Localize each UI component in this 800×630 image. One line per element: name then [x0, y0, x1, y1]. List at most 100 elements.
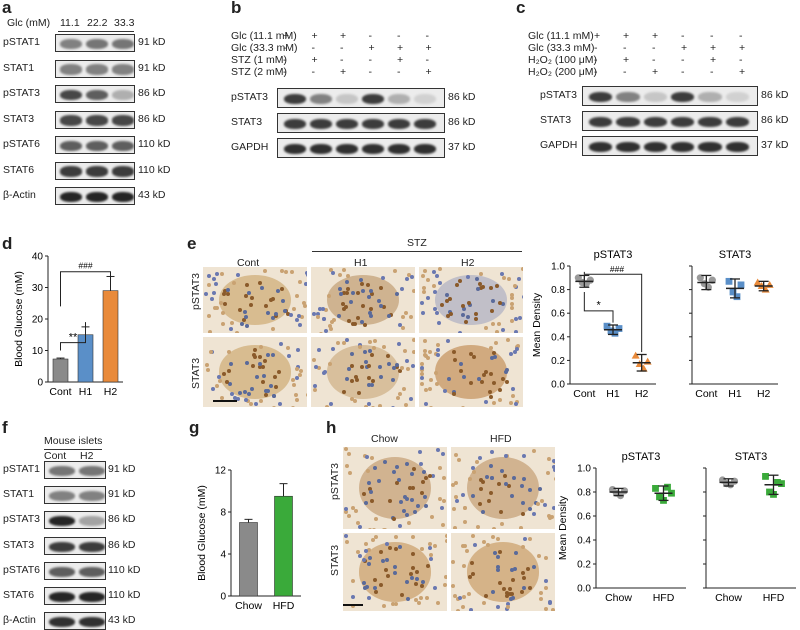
- cell-nucleus: [385, 558, 389, 562]
- cell-nucleus: [313, 388, 317, 392]
- condition-sign: -: [739, 30, 743, 42]
- cell-nucleus: [490, 356, 494, 360]
- cell-nucleus: [521, 512, 525, 516]
- panel-a-glc-value: 33.3: [114, 17, 134, 29]
- cell-nucleus: [400, 366, 404, 370]
- condition-sign: -: [397, 30, 401, 42]
- condition-sign: -: [710, 30, 714, 42]
- cell-nucleus: [331, 271, 335, 275]
- cell-nucleus: [266, 353, 270, 357]
- blot-row-label: GAPDH: [540, 139, 577, 151]
- blot-row-label: pSTAT3: [231, 91, 268, 103]
- cell-nucleus: [403, 495, 407, 499]
- micrograph: [311, 267, 415, 333]
- cell-nucleus: [245, 324, 249, 328]
- blot-band: [49, 491, 75, 501]
- blot-strip: [55, 34, 135, 52]
- cell-nucleus: [393, 269, 397, 273]
- cell-nucleus: [409, 397, 413, 401]
- condition-sign: -: [340, 42, 344, 54]
- blot-band: [388, 119, 410, 129]
- condition-sign: -: [283, 66, 287, 78]
- condition-sign: +: [594, 30, 600, 42]
- cell-nucleus: [289, 313, 293, 317]
- condition-sign: -: [312, 42, 316, 54]
- cell-nucleus: [522, 295, 523, 299]
- cell-nucleus: [478, 502, 482, 506]
- cell-nucleus: [440, 506, 444, 510]
- cell-nucleus: [244, 294, 248, 298]
- cell-nucleus: [360, 282, 364, 286]
- cell-nucleus: [514, 402, 518, 406]
- cell-nucleus: [461, 493, 465, 497]
- cell-nucleus: [442, 476, 446, 480]
- blot-strip: [44, 461, 106, 479]
- panel-h-col-label: HFD: [490, 433, 512, 445]
- cell-nucleus: [538, 487, 542, 491]
- blot-band: [79, 516, 105, 526]
- cell-nucleus: [254, 402, 258, 406]
- cell-nucleus: [381, 559, 385, 563]
- cell-nucleus: [496, 605, 500, 609]
- cell-nucleus: [221, 322, 225, 326]
- blot-strip: [44, 612, 106, 630]
- blot-row-label: pSTAT3: [3, 87, 40, 99]
- panel-h-scale-bar: [343, 604, 363, 606]
- blot-band: [86, 192, 108, 202]
- condition-label: Glc (33.3 mM): [231, 42, 298, 54]
- cell-nucleus: [297, 314, 301, 318]
- cell-nucleus: [411, 566, 415, 570]
- cell-nucleus: [347, 452, 351, 456]
- cell-nucleus: [510, 319, 514, 323]
- cell-nucleus: [526, 567, 530, 571]
- blot-band: [79, 617, 105, 627]
- cell-nucleus: [442, 499, 446, 503]
- blot-band: [79, 466, 105, 476]
- cell-nucleus: [399, 500, 403, 504]
- cell-nucleus: [393, 565, 397, 569]
- cell-nucleus: [435, 311, 439, 315]
- cell-nucleus: [497, 482, 501, 486]
- blot-kd-label: 37 kD: [761, 139, 788, 151]
- cell-nucleus: [458, 279, 462, 283]
- condition-label: Glc (33.3 mM): [528, 42, 595, 54]
- condition-sign: -: [369, 66, 373, 78]
- cell-nucleus: [461, 406, 465, 407]
- blot-band: [79, 491, 105, 501]
- x-tick-label: HFD: [273, 600, 295, 612]
- blot-band: [726, 142, 749, 152]
- panel-a-label: a: [2, 0, 11, 18]
- cell-nucleus: [506, 338, 510, 342]
- cell-nucleus: [212, 277, 216, 281]
- cell-nucleus: [423, 339, 427, 343]
- cell-nucleus: [462, 595, 466, 599]
- cell-nucleus: [295, 318, 299, 322]
- cell-nucleus: [345, 377, 349, 381]
- significance-label: **: [69, 331, 78, 343]
- blot-band: [112, 115, 134, 125]
- cell-nucleus: [479, 487, 483, 491]
- panel-b-label: b: [231, 0, 241, 18]
- cell-nucleus: [469, 608, 473, 611]
- x-tick-label: Cont: [49, 386, 71, 398]
- cell-nucleus: [400, 287, 404, 291]
- cell-nucleus: [397, 342, 401, 346]
- cell-nucleus: [378, 404, 382, 407]
- y-tick-label: 0.6: [551, 309, 565, 320]
- micrograph: [451, 447, 555, 529]
- cell-nucleus: [416, 504, 420, 508]
- condition-sign: +: [710, 54, 716, 66]
- condition-sign: -: [283, 42, 287, 54]
- cell-nucleus: [295, 294, 299, 298]
- cell-nucleus: [372, 528, 376, 529]
- condition-sign: +: [623, 30, 629, 42]
- blot-row-label: GAPDH: [231, 141, 268, 153]
- cell-nucleus: [509, 401, 513, 405]
- cell-nucleus: [491, 322, 495, 326]
- cell-nucleus: [331, 347, 335, 351]
- cell-nucleus: [532, 449, 536, 453]
- cell-nucleus: [491, 299, 495, 303]
- blot-band: [336, 94, 358, 104]
- y-tick-label: 10: [32, 346, 44, 357]
- cell-nucleus: [489, 464, 493, 468]
